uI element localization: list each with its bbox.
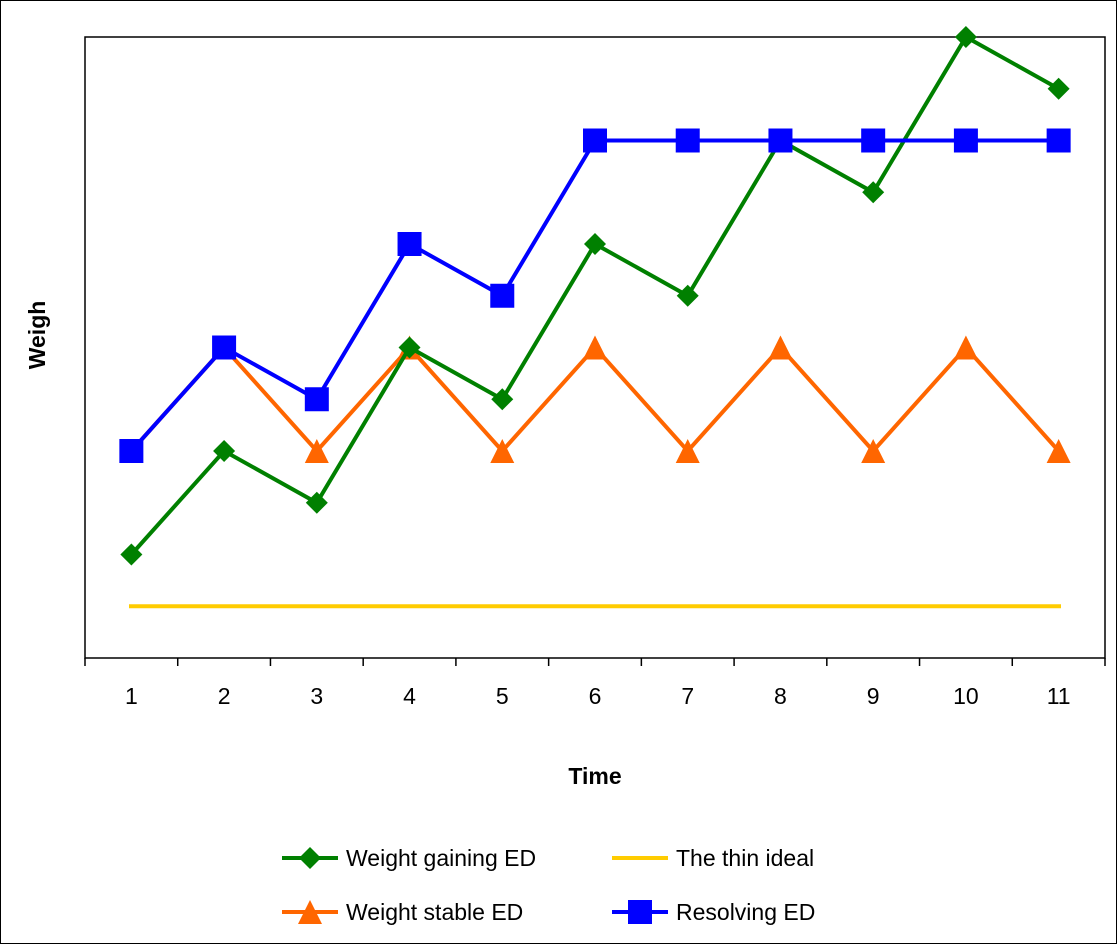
series-weight-stable-ed [119,335,1071,463]
x-tick-label: 6 [589,683,602,709]
triangle-marker [675,439,700,463]
x-tick-label: 4 [403,683,416,709]
legend-item: Weight stable ED [282,899,523,925]
diamond-marker [120,543,143,566]
x-tick-label: 10 [953,683,979,709]
square-marker [212,335,237,360]
legend: Weight gaining ED The thin ideal Weight st… [282,845,815,925]
legend-item: Weight gaining ED [282,845,536,871]
diamond-marker [398,336,421,359]
diamond-marker [213,440,236,462]
x-tick-label: 3 [310,683,323,709]
diamond-marker [676,284,699,307]
x-tick-label: 9 [867,683,880,709]
x-tick-label: 11 [1047,683,1071,709]
triangle-marker [1046,439,1071,463]
square-marker [953,128,978,153]
triangle-marker [490,439,515,463]
legend-label: The thin ideal [676,845,814,871]
triangle-marker [861,439,886,463]
square-marker [583,128,607,153]
triangle-marker [953,335,978,360]
triangle-marker [298,900,322,924]
diamond-marker [1047,77,1070,100]
y-axis-title: Weigh [24,301,50,370]
x-axis-title: Time [568,763,621,789]
legend-label: Resolving ED [676,899,815,925]
diamond-marker [305,491,328,514]
triangle-marker [583,335,607,360]
triangle-marker [768,335,793,360]
x-axis: 1 2 3 4 5 6 7 8 9 10 11 [84,658,1106,709]
square-marker [397,232,422,256]
diamond-marker [491,388,514,411]
x-tick-label: 2 [218,683,231,709]
square-marker [768,128,793,153]
series-resolving-ed [119,128,1071,463]
diamond-marker [299,847,321,869]
square-marker [119,439,144,463]
diamond-marker [954,26,977,48]
legend-label: Weight stable ED [346,899,523,925]
x-tick-label: 7 [681,683,694,709]
legend-label: Weight gaining ED [346,845,536,871]
triangle-marker [304,439,329,463]
square-marker [1046,128,1071,153]
diamond-marker [584,233,606,255]
square-marker [304,387,329,412]
series-layer [119,26,1071,609]
diamond-marker [862,181,885,204]
x-tick-label: 8 [774,683,787,709]
x-tick-label: 5 [496,683,509,709]
square-marker [628,900,652,924]
x-tick-label: 1 [125,683,138,709]
legend-item: Resolving ED [612,899,815,925]
legend-item: The thin ideal [612,845,814,871]
square-marker [490,283,515,308]
square-marker [675,128,700,153]
square-marker [861,128,886,153]
